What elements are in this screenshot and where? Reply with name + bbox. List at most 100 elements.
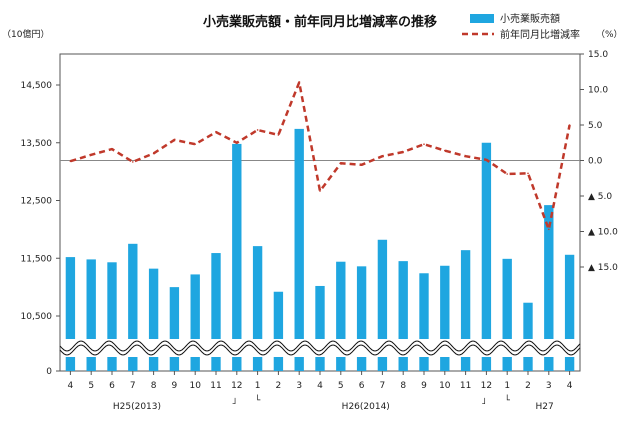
- x-tick-label: 12: [231, 381, 242, 391]
- bar: [211, 253, 221, 371]
- x-tick-label: 4: [567, 381, 573, 391]
- line-point: [277, 134, 280, 136]
- line-point: [319, 190, 321, 192]
- x-tick-label: 3: [546, 381, 552, 391]
- line-series: [70, 81, 571, 231]
- x-tick-label: 6: [109, 381, 115, 391]
- bar: [65, 257, 76, 371]
- x-tick-label: 10: [189, 381, 201, 391]
- x-tick-label: 7: [130, 381, 136, 391]
- y-right-unit: （%）: [596, 29, 623, 40]
- line-point: [194, 143, 196, 145]
- bar: [502, 258, 512, 371]
- line-point: [90, 154, 92, 156]
- year-mark: └: [255, 394, 261, 406]
- axis-break-wave: [59, 340, 581, 352]
- y-left-unit: （10億円）: [2, 28, 49, 40]
- line-point: [464, 155, 467, 158]
- x-tick-label: 11: [460, 381, 471, 391]
- x-tick-label: 5: [338, 381, 344, 391]
- x-tick-label: 4: [317, 381, 323, 391]
- x-tick-label: 5: [88, 381, 94, 391]
- bar: [190, 274, 200, 371]
- bar: [564, 254, 575, 371]
- line-point: [444, 149, 446, 152]
- y-left-tick-label: 12,500: [21, 197, 53, 207]
- bar: [294, 128, 304, 371]
- line-point: [256, 129, 259, 131]
- line-point: [132, 161, 134, 163]
- y-right-tick-label: 15.0: [588, 50, 608, 60]
- line-point: [236, 141, 238, 144]
- bar: [315, 285, 325, 371]
- axis-break-wave: [59, 344, 581, 356]
- plot-area: 010,50011,50012,50013,50014,50015.010.05…: [21, 50, 619, 412]
- bar: [523, 302, 533, 371]
- line-point: [69, 160, 72, 163]
- bar: [169, 287, 180, 371]
- line-point: [111, 148, 113, 150]
- y-left-tick-label: 13,500: [21, 139, 53, 149]
- legend-line-label: 前年同月比増減率: [500, 28, 580, 41]
- bar: [232, 143, 242, 371]
- x-tick-label: 8: [400, 381, 406, 391]
- line-point: [173, 139, 176, 141]
- bar: [107, 262, 117, 371]
- y-right-tick-label: 5.0: [588, 121, 603, 131]
- line-point: [340, 162, 342, 165]
- x-tick-label: 12: [481, 381, 492, 391]
- bar: [440, 265, 450, 371]
- y-right-tick-label: 0.0: [588, 157, 603, 167]
- year-mark: └: [504, 394, 510, 406]
- year-label: H26(2014): [342, 402, 390, 412]
- bar: [86, 259, 96, 371]
- line-point: [152, 152, 155, 155]
- bar: [148, 268, 159, 371]
- legend-bar-label: 小売業販売額: [500, 12, 560, 25]
- line-point: [506, 173, 509, 175]
- line-point: [360, 163, 363, 166]
- y-right-tick-label: 10.0: [588, 86, 608, 96]
- x-tick-label: 4: [68, 381, 74, 391]
- line-point: [402, 151, 405, 153]
- line-point: [423, 143, 425, 145]
- x-tick-label: 7: [380, 381, 386, 391]
- bar: [377, 239, 388, 371]
- year-label: H25(2013): [113, 402, 161, 412]
- year-mark: 」: [482, 396, 491, 406]
- x-tick-label: 9: [421, 381, 427, 391]
- legend-bar-swatch: [470, 14, 494, 23]
- x-tick-label: 1: [255, 381, 261, 391]
- line-point: [215, 131, 217, 133]
- line-point: [298, 81, 301, 84]
- y-right-tick-label: ▲ 15.0: [588, 263, 618, 273]
- chart-title: 小売業販売額・前年同月比増減率の推移: [203, 14, 437, 30]
- y-right-tick-label: ▲ 5.0: [588, 192, 612, 202]
- bar: [128, 243, 138, 371]
- bar: [481, 142, 492, 371]
- x-tick-label: 10: [439, 381, 451, 391]
- bar: [460, 250, 471, 371]
- x-tick-label: 3: [296, 381, 302, 391]
- bar: [252, 246, 263, 371]
- x-tick-label: 9: [172, 381, 178, 391]
- y-left-tick-label: 11,500: [21, 254, 53, 264]
- bar: [356, 266, 367, 371]
- x-tick-label: 6: [359, 381, 365, 391]
- bar: [544, 205, 554, 371]
- x-tick-label: 2: [276, 381, 282, 391]
- bar: [398, 261, 408, 371]
- x-tick-label: 2: [525, 381, 531, 391]
- bar: [273, 291, 284, 371]
- x-tick-label: 8: [151, 381, 157, 391]
- y-left-tick-label: 0: [46, 367, 52, 377]
- bar: [336, 261, 346, 371]
- y-right-tick-label: ▲ 10.0: [588, 228, 618, 238]
- legend: 小売業販売額 前年同月比増減率: [462, 12, 580, 41]
- line-point: [485, 158, 488, 161]
- y-left-tick-label: 14,500: [21, 81, 53, 91]
- x-tick-label: 1: [504, 381, 510, 391]
- year-label: H27: [536, 402, 554, 412]
- line-point: [527, 172, 529, 175]
